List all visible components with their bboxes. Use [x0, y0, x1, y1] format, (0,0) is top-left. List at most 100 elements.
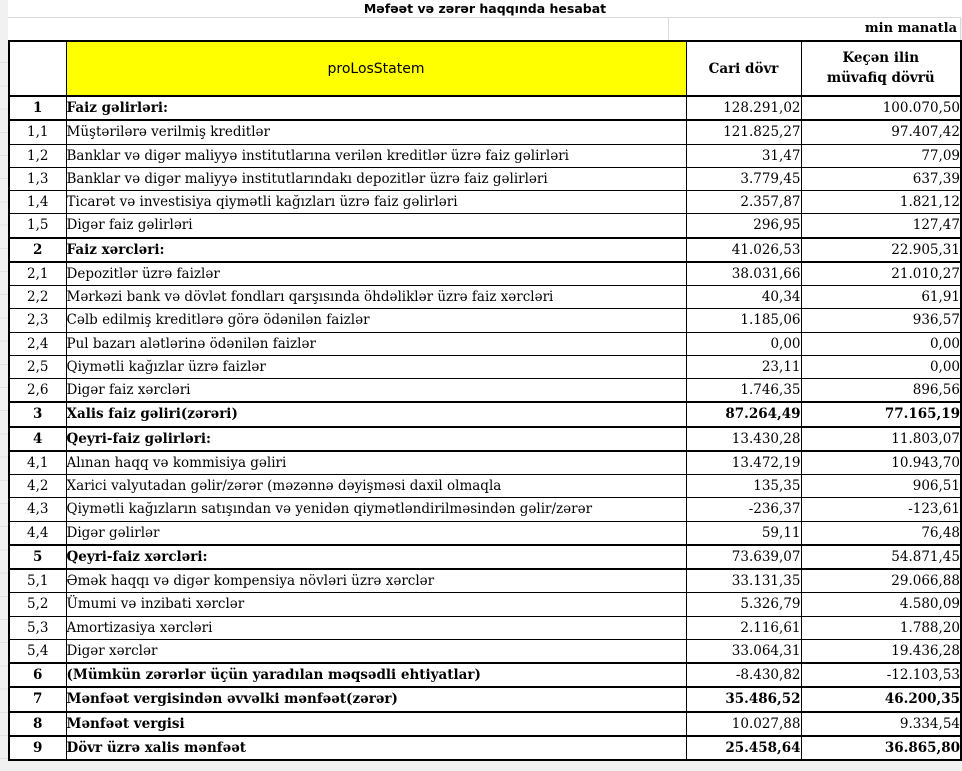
row-number[interactable]: 1,3 [8, 166, 67, 192]
unit-note-spacer-cell[interactable] [8, 18, 669, 40]
row-number[interactable]: 2,5 [8, 354, 67, 380]
value-previous-period[interactable]: 4.580,09 [800, 592, 962, 617]
row-number[interactable]: 1,4 [8, 189, 67, 215]
row-label[interactable]: Banklar və digər maliyyə institutlarına … [65, 143, 687, 168]
value-previous-period[interactable]: 22.905,31 [800, 236, 962, 263]
row-label[interactable]: Digər xərclər [65, 638, 687, 664]
value-current-period[interactable]: 40,34 [685, 284, 802, 310]
row-number[interactable]: 6 [8, 661, 67, 689]
value-current-period[interactable]: 128.291,02 [685, 94, 802, 122]
value-previous-period[interactable]: 46.200,35 [800, 686, 962, 713]
row-number[interactable]: 2,4 [8, 331, 67, 356]
value-previous-period[interactable]: 77.165,19 [800, 401, 962, 428]
row-number[interactable]: 5,4 [8, 638, 67, 664]
value-previous-period[interactable]: 9.334,54 [800, 710, 962, 737]
row-number[interactable]: 2,2 [8, 284, 67, 310]
row-label[interactable]: Ticarət və investisiya qiymətli kağızlar… [65, 189, 687, 215]
value-previous-period[interactable]: 0,00 [800, 331, 962, 356]
value-current-period[interactable]: 87.264,49 [685, 401, 802, 428]
row-label[interactable]: Ümumi və inzibati xərclər [65, 592, 687, 617]
value-current-period[interactable]: 23,11 [685, 354, 802, 380]
row-label[interactable]: Qeyri-faiz xərcləri: [65, 543, 687, 571]
value-current-period[interactable]: 38.031,66 [685, 261, 802, 286]
value-current-period[interactable]: 2.116,61 [685, 615, 802, 640]
row-label[interactable]: Dövr üzrə xalis mənfəət [65, 734, 687, 762]
value-previous-period[interactable]: 100.070,50 [800, 94, 962, 122]
value-previous-period[interactable]: 936,57 [800, 308, 962, 333]
unit-note[interactable]: min manatla [864, 21, 957, 36]
value-current-period[interactable]: 73.639,07 [685, 543, 802, 571]
row-label[interactable]: Depozitlər üzrə faizlər [65, 261, 687, 286]
value-current-period[interactable]: 0,00 [685, 331, 802, 356]
row-number[interactable]: 2 [8, 236, 67, 263]
row-number[interactable]: 2,3 [8, 308, 67, 333]
report-title[interactable]: Məfəət və zərər haqqında hesabat [8, 0, 962, 17]
row-label[interactable]: Əmək haqqı və digər kompensiya növləri ü… [65, 568, 687, 594]
row-number[interactable]: 5,1 [8, 568, 67, 594]
value-current-period[interactable]: 1.185,06 [685, 308, 802, 333]
value-current-period[interactable]: 41.026,53 [685, 236, 802, 263]
value-current-period[interactable]: 1.746,35 [685, 378, 802, 403]
header-current-period-cell[interactable]: Cari dövr [685, 40, 802, 97]
value-current-period[interactable]: 35.486,52 [685, 686, 802, 713]
value-previous-period[interactable]: 637,39 [800, 166, 962, 192]
value-previous-period[interactable]: 29.066,88 [800, 568, 962, 594]
row-label[interactable]: Qeyri-faiz gəlirləri: [65, 425, 687, 452]
value-current-period[interactable]: 33.131,35 [685, 568, 802, 594]
row-number[interactable]: 5,3 [8, 615, 67, 640]
row-number[interactable]: 4,4 [8, 520, 67, 546]
value-previous-period[interactable]: 896,56 [800, 378, 962, 403]
value-current-period[interactable]: 31,47 [685, 143, 802, 168]
value-previous-period[interactable]: 10.943,70 [800, 450, 962, 475]
value-current-period[interactable]: 3.779,45 [685, 166, 802, 192]
value-previous-period[interactable]: 61,91 [800, 284, 962, 310]
row-number[interactable]: 5,2 [8, 592, 67, 617]
value-previous-period[interactable]: 97.407,42 [800, 119, 962, 145]
value-current-period[interactable]: 59,11 [685, 520, 802, 546]
row-label[interactable]: Pul bazarı alətlərinə ödənilən faizlər [65, 331, 687, 356]
row-label[interactable]: Digər gəlirlər [65, 520, 687, 546]
value-previous-period[interactable]: 21.010,27 [800, 261, 962, 286]
row-number[interactable]: 4 [8, 425, 67, 452]
row-label[interactable]: Müştərilərə verilmiş kreditlər [65, 119, 687, 145]
value-previous-period[interactable]: 127,47 [800, 213, 962, 238]
value-current-period[interactable]: 25.458,64 [685, 734, 802, 762]
header-number-cell[interactable] [8, 40, 67, 97]
row-label[interactable]: Mənfəət vergisi [65, 710, 687, 737]
value-current-period[interactable]: 13.430,28 [685, 425, 802, 452]
value-previous-period[interactable]: 1.821,12 [800, 189, 962, 215]
value-current-period[interactable]: 33.064,31 [685, 638, 802, 664]
value-current-period[interactable]: 296,95 [685, 213, 802, 238]
row-number[interactable]: 2,1 [8, 261, 67, 286]
row-label[interactable]: Alınan haqq və kommisiya gəliri [65, 450, 687, 475]
row-label[interactable]: Digər faiz xərcləri [65, 378, 687, 403]
row-number[interactable]: 4,2 [8, 473, 67, 499]
row-label[interactable]: Digər faiz gəlirləri [65, 213, 687, 238]
value-previous-period[interactable]: 19.436,28 [800, 638, 962, 664]
value-current-period[interactable]: 10.027,88 [685, 710, 802, 737]
row-number[interactable]: 4,3 [8, 497, 67, 522]
value-previous-period[interactable]: 906,51 [800, 473, 962, 499]
value-current-period[interactable]: -8.430,82 [685, 661, 802, 689]
row-number[interactable]: 1,2 [8, 143, 67, 168]
header-label-cell[interactable]: proLosStatem [65, 40, 687, 97]
row-label[interactable]: Amortizasiya xərcləri [65, 615, 687, 640]
row-number[interactable]: 2,6 [8, 378, 67, 403]
row-number[interactable]: 1 [8, 94, 67, 122]
value-current-period[interactable]: -236,37 [685, 497, 802, 522]
row-number[interactable]: 3 [8, 401, 67, 428]
row-label[interactable]: (Mümkün zərərlər üçün yaradılan məqsədli… [65, 661, 687, 689]
row-number[interactable]: 5 [8, 543, 67, 571]
row-label[interactable]: Qiymətli kağızların satışından və yenidə… [65, 497, 687, 522]
value-previous-period[interactable]: 1.788,20 [800, 615, 962, 640]
row-label[interactable]: Faiz gəlirləri: [65, 94, 687, 122]
value-previous-period[interactable]: -12.103,53 [800, 661, 962, 689]
value-previous-period[interactable]: 54.871,45 [800, 543, 962, 571]
value-previous-period[interactable]: 11.803,07 [800, 425, 962, 452]
row-number[interactable]: 9 [8, 734, 67, 762]
row-label[interactable]: Qiymətli kağızlar üzrə faizlər [65, 354, 687, 380]
header-previous-period-cell[interactable]: Keçən ilin müvafiq dövrü [800, 40, 962, 97]
value-current-period[interactable]: 5.326,79 [685, 592, 802, 617]
value-current-period[interactable]: 2.357,87 [685, 189, 802, 215]
value-previous-period[interactable]: 0,00 [800, 354, 962, 380]
